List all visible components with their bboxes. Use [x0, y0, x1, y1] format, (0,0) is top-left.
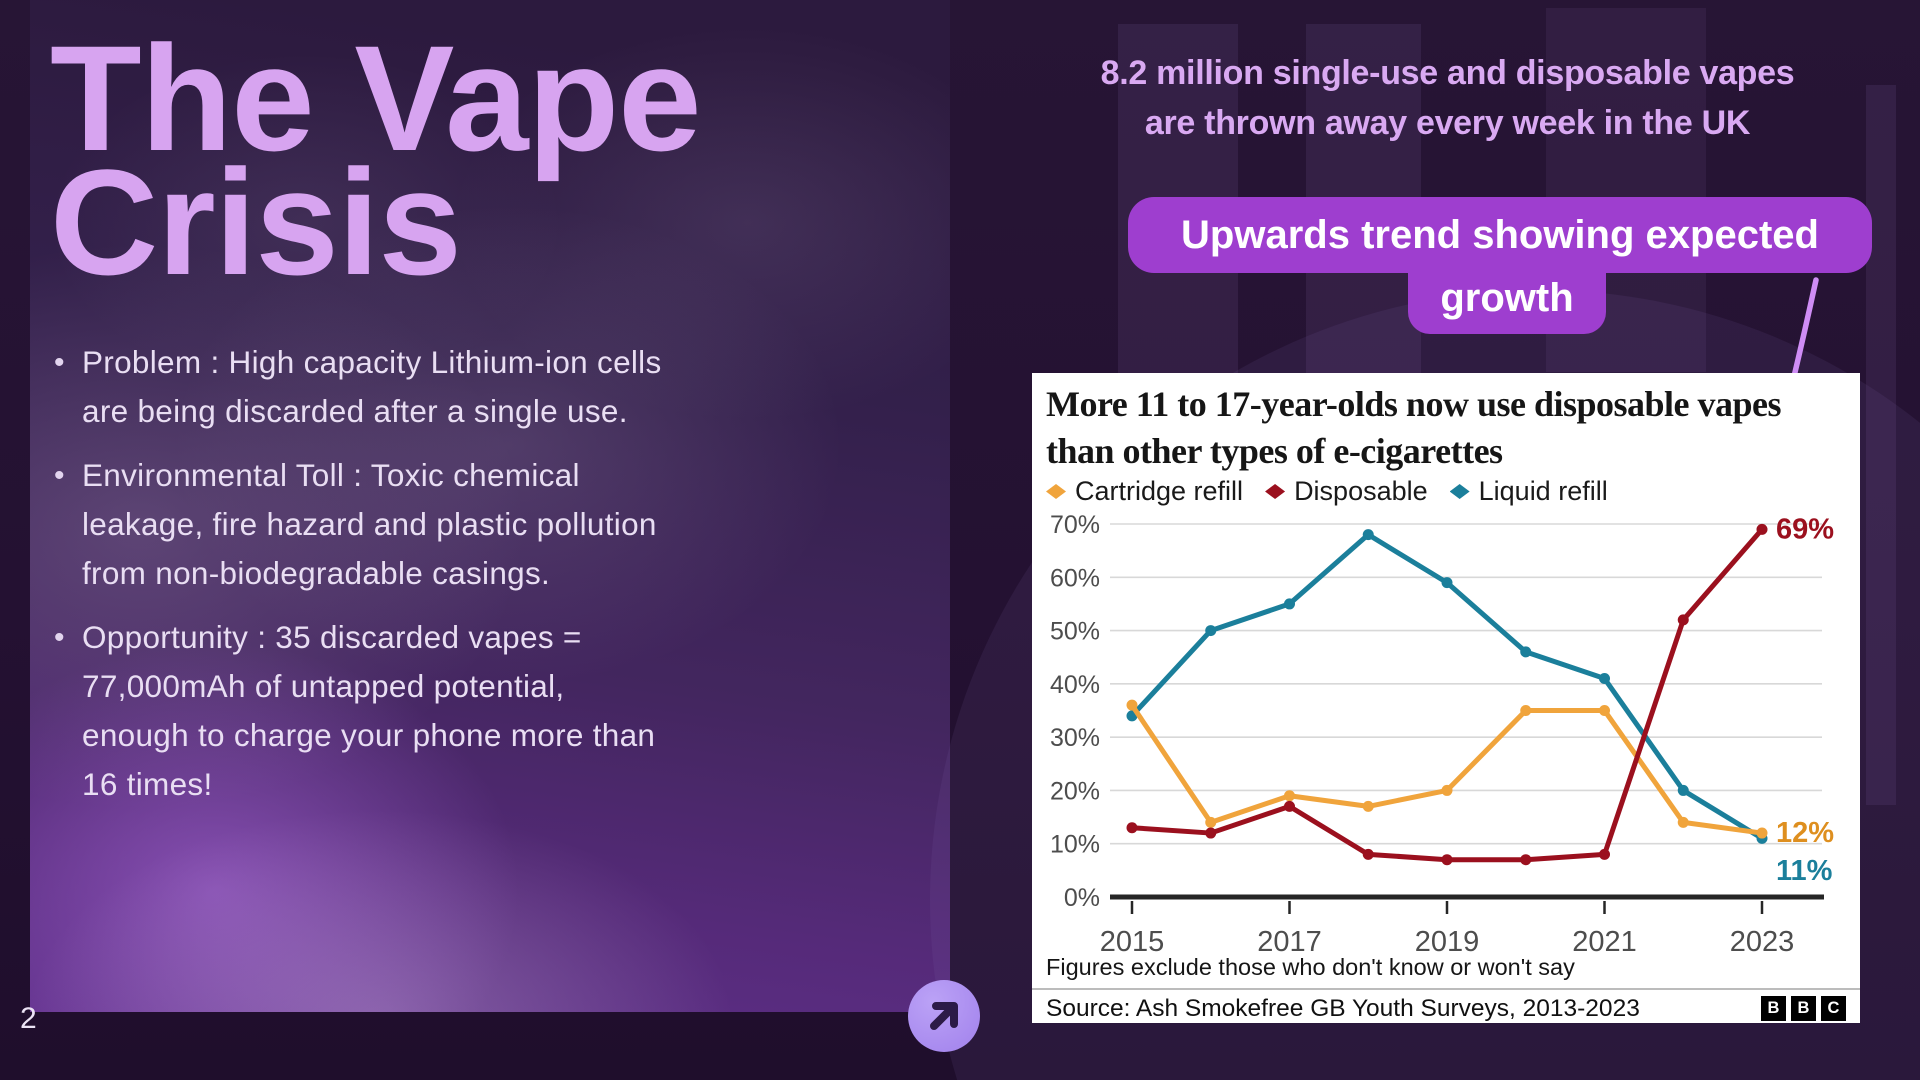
data-point	[1441, 854, 1453, 866]
y-axis-label: 10%	[1050, 831, 1100, 859]
data-point	[1599, 705, 1610, 716]
legend-item: Disposable	[1265, 476, 1428, 507]
page-number: 2	[20, 1002, 37, 1035]
bullet-list: Problem : High capacity Lithium-ion cell…	[52, 338, 792, 824]
slide-title-line2: Crisis	[50, 138, 462, 306]
bullet-item: Opportunity : 35 discarded vapes = 77,00…	[52, 613, 792, 809]
data-point	[1599, 848, 1610, 860]
data-point	[1756, 523, 1768, 535]
chart-legend: Cartridge refill Disposable Liquid refill	[1046, 476, 1608, 507]
chart-source-row: Source: Ash Smokefree GB Youth Surveys, …	[1046, 994, 1846, 1023]
y-axis-label: 50%	[1050, 618, 1100, 646]
data-point	[1205, 827, 1217, 839]
data-point	[1599, 673, 1610, 685]
bbc-logo-letter: C	[1821, 996, 1846, 1021]
x-axis-label: 2017	[1257, 926, 1322, 958]
data-point	[1441, 784, 1453, 796]
y-axis-label: 0%	[1064, 884, 1100, 912]
data-point	[1677, 784, 1689, 796]
series-end-label: 69%	[1776, 513, 1834, 545]
legend-item: Liquid refill	[1449, 476, 1608, 507]
data-point	[1205, 625, 1217, 637]
bbc-logo-letter: B	[1761, 996, 1786, 1021]
y-axis-label: 60%	[1050, 564, 1100, 592]
data-point	[1362, 848, 1374, 860]
stat-headline: 8.2 million single-use and disposable va…	[1100, 54, 1795, 142]
data-point	[1284, 598, 1295, 610]
slide-title: The Vape Crisis	[50, 23, 850, 297]
callout-bubble: Upwards trend showing expected	[1128, 197, 1872, 273]
y-axis-label: 30%	[1050, 724, 1100, 752]
chart-plot: 0% 10% 20% 30% 40% 50% 60% 70% 2015 2017 2019 2021 2…	[1050, 513, 1834, 958]
legend-label: Cartridge refill	[1075, 476, 1244, 506]
external-link-button[interactable]	[908, 980, 980, 1052]
data-point	[1677, 614, 1689, 626]
chart-footnote: Figures exclude those who don't know or …	[1046, 954, 1575, 980]
data-point	[1520, 646, 1532, 658]
data-point	[1126, 822, 1138, 834]
arrow-up-right-icon	[930, 1002, 958, 1030]
bullet-item: Problem : High capacity Lithium-ion cell…	[52, 338, 792, 436]
series-end-label: 11%	[1776, 855, 1833, 887]
y-axis-label: 40%	[1050, 671, 1100, 699]
series-end-label: 12%	[1776, 817, 1834, 849]
y-axis-label: 20%	[1050, 777, 1100, 805]
data-point	[1362, 800, 1374, 812]
y-axis-label: 70%	[1050, 513, 1100, 539]
data-point	[1441, 577, 1453, 589]
bbc-logo-letter: B	[1791, 996, 1816, 1021]
legend-item: Cartridge refill	[1046, 476, 1243, 507]
data-point	[1284, 790, 1295, 802]
chart-card: More 11 to 17-year-olds now use disposab…	[1032, 373, 1860, 1023]
x-axis-label: 2015	[1100, 926, 1165, 958]
chart-divider	[1032, 988, 1860, 990]
legend-marker-icon	[1449, 484, 1470, 499]
data-point	[1362, 529, 1374, 541]
legend-label: Disposable	[1294, 476, 1428, 506]
x-axis-label: 2019	[1415, 926, 1480, 958]
callout-bubble-tab: growth	[1408, 272, 1606, 334]
x-axis-label: 2021	[1572, 926, 1637, 958]
data-point	[1756, 827, 1768, 839]
background-bar	[1866, 85, 1896, 805]
x-axis-label: 2023	[1730, 926, 1795, 958]
data-point	[1205, 816, 1217, 828]
data-point	[1284, 800, 1295, 812]
slide-title-line1: The Vape	[50, 14, 702, 182]
chart-title: More 11 to 17-year-olds now use disposab…	[1046, 384, 1782, 471]
legend-label: Liquid refill	[1478, 476, 1608, 506]
data-point	[1520, 854, 1532, 866]
data-point	[1520, 705, 1532, 716]
legend-marker-icon	[1046, 484, 1066, 499]
legend-marker-icon	[1265, 484, 1286, 499]
data-point	[1126, 699, 1138, 711]
data-point	[1677, 816, 1689, 828]
bullet-item: Environmental Toll : Toxic chemical leak…	[52, 451, 792, 598]
chart-source: Source: Ash Smokefree GB Youth Surveys, …	[1046, 994, 1640, 1022]
